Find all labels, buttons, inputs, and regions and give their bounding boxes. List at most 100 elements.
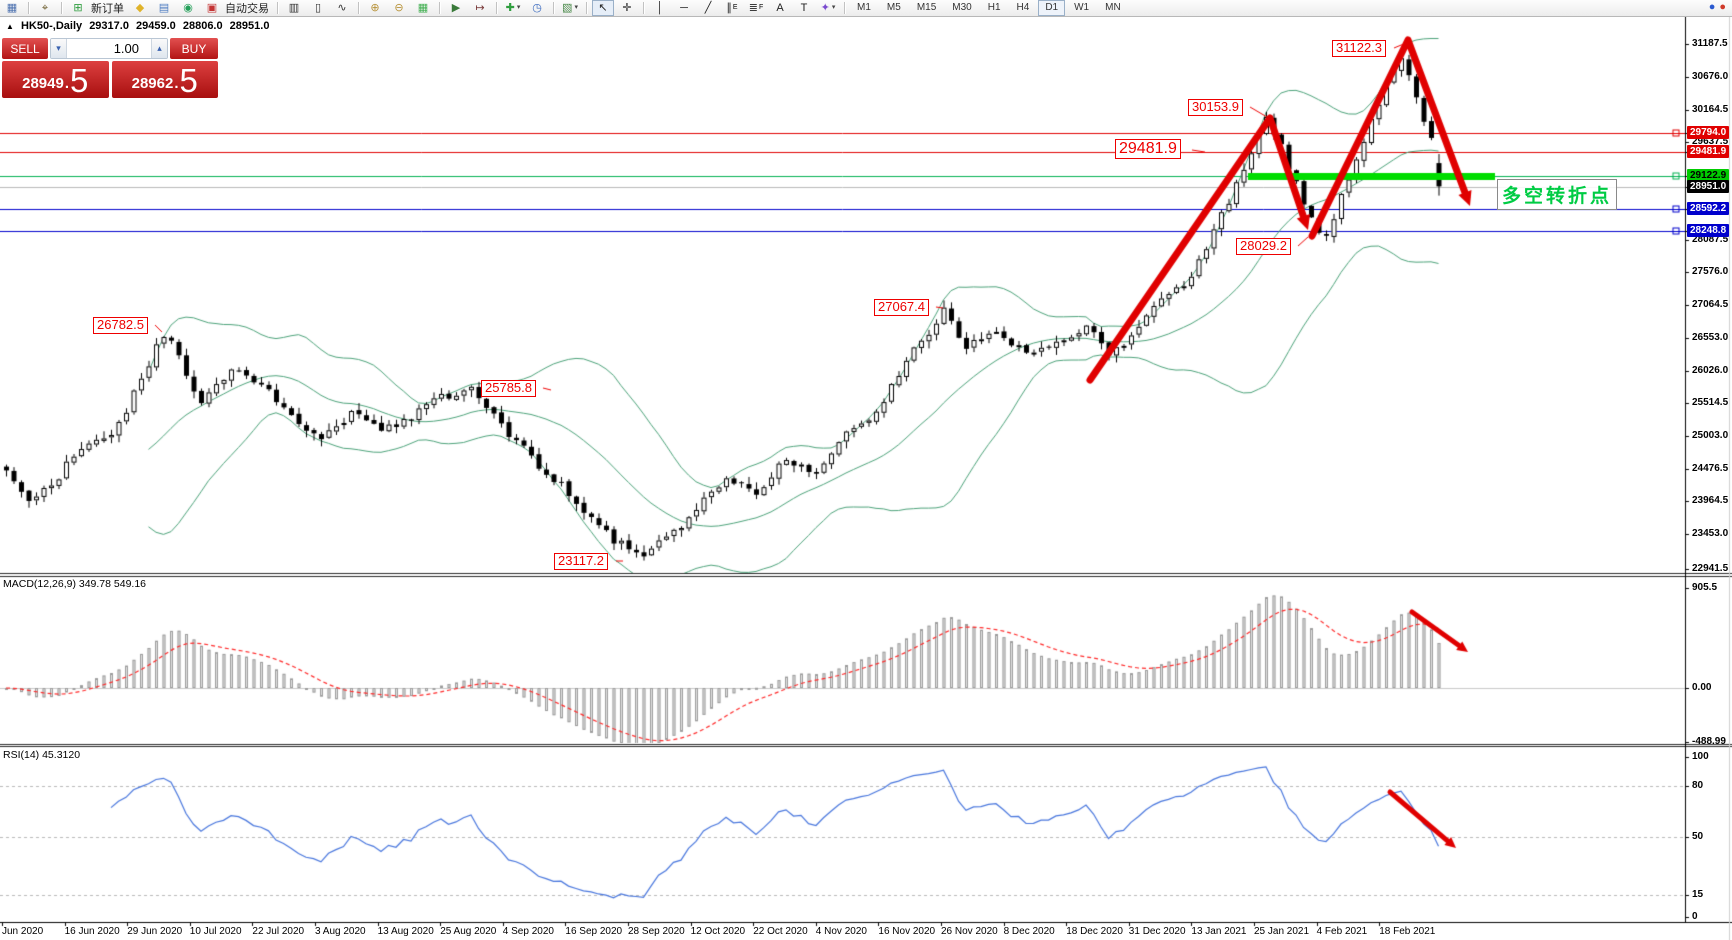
ohlc-high: 29459.0 — [136, 20, 176, 32]
buy-price-display[interactable]: 28962 . 5 — [111, 61, 218, 99]
sell-price-display[interactable]: 28949 . 5 — [2, 61, 109, 98]
candlestick-mode-icon[interactable]: ▯ — [307, 0, 329, 16]
price-annotation[interactable]: 29481.9 — [1115, 139, 1181, 160]
price-badge: 28951.0 — [1687, 180, 1730, 193]
price-axis-tick-label: 26553.0 — [1692, 332, 1729, 343]
price-axis-tick-label: 27064.5 — [1692, 299, 1729, 310]
price-axis-tick-label: 26026.0 — [1692, 365, 1729, 376]
arrows-icon: ✦ — [820, 2, 830, 14]
buy-price-dot: . — [174, 75, 179, 92]
text-icon[interactable]: A — [769, 0, 791, 16]
vertical-line-icon[interactable]: │ — [649, 0, 671, 16]
horizontal-line-icon[interactable]: ─ — [673, 0, 695, 16]
news-alert-icon[interactable]: ● — [1719, 1, 1726, 13]
volume-decrease-button[interactable]: ▾ — [51, 39, 67, 58]
indicators-icon-caret[interactable]: ▾ — [516, 4, 521, 11]
bar-chart-mode-icon[interactable]: ▥ — [283, 0, 305, 16]
tile-windows-icon[interactable]: ▦ — [412, 0, 434, 16]
one-click-trading-panel: SELL ▾ ▴ BUY 28949 . 5 28962 . 5 — [2, 38, 218, 98]
cursor-icon[interactable]: ↖ — [592, 0, 614, 16]
timeframe-m5[interactable]: M5 — [886, 2, 901, 13]
price-axis-tick-label: 30676.0 — [1692, 71, 1729, 82]
date-axis-label: 10 Jul 2020 — [189, 926, 242, 937]
fibonacci-icon[interactable]: ≣ F — [745, 0, 767, 16]
price-annotation[interactable]: 27067.4 — [874, 299, 929, 316]
metaeditor-icon[interactable]: ◆ — [129, 0, 151, 16]
trendline-icon[interactable]: ╱ — [697, 0, 719, 16]
equidistant-channel-icon[interactable]: ∥ E — [721, 0, 743, 16]
date-axis-label: Jun 2020 — [2, 926, 44, 937]
crosshair-icon: ✛ — [622, 2, 632, 14]
arrows-icon-caret[interactable]: ▾ — [831, 4, 836, 11]
timeframe-d1[interactable]: D1 — [1038, 0, 1066, 16]
metaeditor-icon: ◆ — [135, 2, 145, 14]
fibonacci-icon-sub: F — [758, 4, 764, 11]
date-axis-label: 4 Nov 2020 — [815, 926, 867, 937]
crosshair-icon[interactable]: ✛ — [616, 0, 638, 16]
indicators-icon[interactable]: ✚ ▾ — [502, 0, 524, 16]
timeframe-mn[interactable]: MN — [1105, 2, 1121, 13]
volume-increase-button[interactable]: ▴ — [151, 39, 167, 58]
new-chart-icon[interactable]: ▦ — [1, 0, 23, 16]
rsi-indicator-label: RSI(14) 45.3120 — [3, 749, 81, 761]
volume-input[interactable] — [67, 39, 151, 58]
price-annotation[interactable]: 30153.9 — [1188, 99, 1243, 116]
chart-shift-icon[interactable]: ↦ — [469, 0, 491, 16]
templates-icon[interactable]: ▧ ▾ — [559, 0, 581, 16]
zoom-in-icon: ⊕ — [370, 2, 380, 14]
price-annotation[interactable]: 26782.5 — [93, 317, 148, 334]
macd-axis-label: -488.99 — [1692, 736, 1726, 747]
price-annotation[interactable]: 31122.3 — [1332, 40, 1387, 57]
price-annotation[interactable]: 25785.8 — [481, 380, 536, 397]
price-badge: 28592.2 — [1687, 202, 1730, 215]
equidistant-channel-icon: ∥ — [726, 2, 732, 14]
ohlc-open: 29317.0 — [89, 20, 129, 32]
connection-status-icon[interactable]: ● — [1708, 1, 1716, 13]
volume-spinner: ▾ ▴ — [50, 38, 168, 59]
tile-windows-icon: ▦ — [417, 2, 429, 14]
rsi-axis-label: 15 — [1692, 889, 1704, 900]
period-clock-icon[interactable]: ◷ — [526, 0, 548, 16]
timeframe-m15[interactable]: M15 — [916, 2, 937, 13]
price-axis-tick-label: 25003.0 — [1692, 430, 1729, 441]
collapse-quote-panel-icon[interactable]: ▲ — [6, 22, 14, 31]
price-badge: 29481.9 — [1687, 145, 1730, 158]
price-axis-tick-label: 24476.5 — [1692, 463, 1729, 474]
price-badge: 28248.8 — [1687, 224, 1730, 237]
rsi-axis-label: 80 — [1692, 780, 1704, 791]
turning-point-label[interactable]: 多空转折点 — [1497, 179, 1618, 210]
line-chart-mode-icon[interactable]: ∿ — [331, 0, 353, 16]
price-axis-tick-label: 22941.5 — [1692, 563, 1729, 574]
autotrading-icon[interactable]: ▣ — [201, 0, 223, 16]
timeframe-m1[interactable]: M1 — [857, 2, 871, 13]
trendline-icon: ╱ — [704, 2, 712, 14]
window-search-icon[interactable]: ⌖ — [34, 0, 56, 16]
timeframe-h1[interactable]: H1 — [987, 2, 1001, 13]
new-order-icon: ⊞ — [73, 2, 83, 14]
templates-icon-caret[interactable]: ▾ — [574, 4, 578, 11]
zoom-in-icon[interactable]: ⊕ — [364, 0, 386, 16]
equidistant-channel-icon-sub: E — [732, 4, 738, 11]
terminal-icon[interactable]: ▤ — [153, 0, 175, 16]
date-axis-label: 16 Jun 2020 — [64, 926, 120, 937]
new-order-icon[interactable]: ⊞ — [67, 0, 89, 16]
price-annotation[interactable]: 23117.2 — [554, 553, 609, 570]
timeframe-w1[interactable]: W1 — [1074, 2, 1090, 13]
buy-price-frac: 5 — [179, 62, 198, 99]
sell-button[interactable]: SELL — [2, 38, 48, 59]
price-annotation[interactable]: 28029.2 — [1236, 238, 1291, 255]
timeframe-h4[interactable]: H4 — [1016, 2, 1030, 13]
zoom-out-icon: ⊖ — [394, 2, 404, 14]
zoom-out-icon[interactable]: ⊖ — [388, 0, 410, 16]
buy-price-main: 28962 — [131, 75, 174, 92]
templates-icon: ▧ — [562, 2, 573, 14]
timeframe-m30[interactable]: M30 — [952, 2, 972, 13]
auto-scroll-icon[interactable]: ▶ — [445, 0, 467, 16]
arrows-icon[interactable]: ✦ ▾ — [817, 0, 839, 16]
buy-button[interactable]: BUY — [170, 38, 218, 59]
text-label-icon[interactable]: T — [793, 0, 815, 16]
signals-icon[interactable]: ◉ — [177, 0, 199, 16]
cursor-icon: ↖ — [598, 2, 608, 14]
ohlc-low: 28806.0 — [182, 20, 223, 32]
